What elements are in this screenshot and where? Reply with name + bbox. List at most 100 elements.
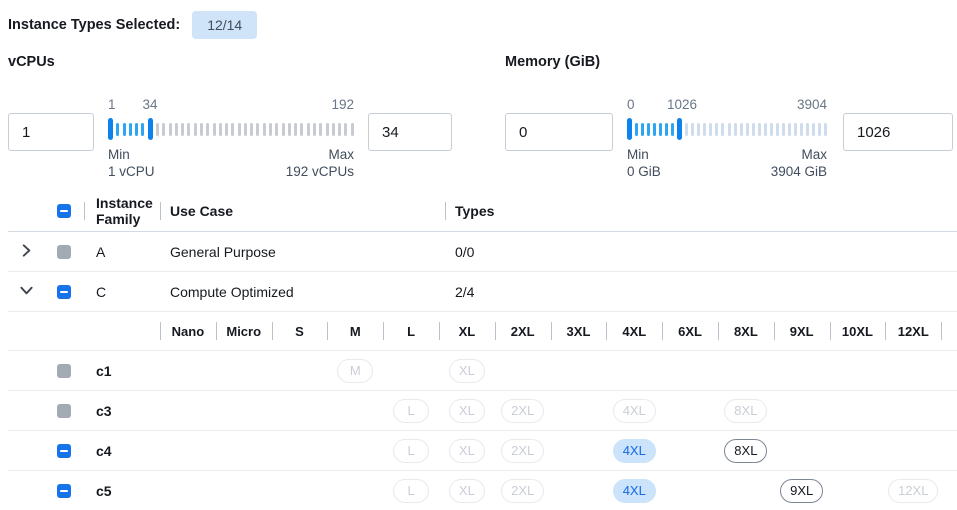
size-column-label: M xyxy=(349,323,361,339)
size-cell xyxy=(830,471,886,510)
size-cell xyxy=(551,351,607,390)
size-column-header: S xyxy=(272,312,328,350)
types-count-cell: 0/0 xyxy=(445,232,957,271)
size-cell: XL xyxy=(439,351,495,390)
size-cell: XL xyxy=(439,391,495,430)
chevron-down-icon[interactable] xyxy=(19,283,34,301)
slider-tick xyxy=(162,122,166,136)
selection-summary-bar: Instance Types Selected: 12/14 xyxy=(0,0,957,40)
memory-slider-minmax: Min 0 GiB Max 3904 GiB xyxy=(627,146,827,180)
slider-tick xyxy=(781,122,785,136)
slider-tick xyxy=(344,122,348,136)
slider-tick xyxy=(703,122,707,136)
use-case-cell: Compute Optimized xyxy=(160,272,445,311)
selected-count-badge: 12/14 xyxy=(192,11,258,39)
slider-tick xyxy=(181,122,185,136)
size-cell xyxy=(272,391,328,430)
slider-min-handle[interactable] xyxy=(108,118,113,140)
size-pill-9xl[interactable]: 9XL xyxy=(780,478,824,503)
memory-scale-current-label: 1026 xyxy=(666,97,698,112)
size-cell xyxy=(830,431,886,470)
memory-slider-track[interactable] xyxy=(627,117,827,141)
size-column-header: Nano xyxy=(160,312,216,350)
size-pill-2xl: 2XL xyxy=(501,398,545,423)
slider-tick xyxy=(281,122,285,136)
size-column-label: 2XL xyxy=(510,323,535,339)
slider-min-handle[interactable] xyxy=(627,118,632,140)
expand-toggle-cell xyxy=(8,272,44,311)
size-column-header: 4XL xyxy=(606,312,662,350)
vcpus-filter: vCPUs 1 34 192 Min 1 vCPU Max 192 xyxy=(8,40,452,180)
size-cell xyxy=(662,431,718,470)
size-cell xyxy=(216,431,272,470)
memory-slider: 0 1026 3904 Min 0 GiB Max 3904 GiB xyxy=(627,97,827,180)
slider-tick-filled xyxy=(653,122,657,136)
table-header-row: Instance Family Use Case Types xyxy=(8,190,957,232)
vcpus-slider-track[interactable] xyxy=(108,117,354,141)
vcpus-scale-max-label: 192 xyxy=(331,97,354,112)
vcpus-min-label: Min xyxy=(108,147,130,162)
size-pill-4xl[interactable]: 4XL xyxy=(612,478,656,503)
size-column-label: S xyxy=(295,323,304,339)
size-pill-8xl[interactable]: 8XL xyxy=(724,438,768,463)
size-column-header: 9XL xyxy=(774,312,830,350)
slider-tick xyxy=(350,122,354,136)
family-row: A General Purpose 0/0 xyxy=(8,232,957,272)
slider-tick xyxy=(817,122,821,136)
size-column-label: XL xyxy=(458,323,476,339)
slider-tick xyxy=(218,122,222,136)
memory-max-input[interactable] xyxy=(843,113,953,151)
size-cell xyxy=(327,391,383,430)
slider-tick xyxy=(300,122,304,136)
instance-row: c1 M XL xyxy=(8,351,957,391)
slider-tick xyxy=(168,122,172,136)
memory-filter-title: Memory (GiB) xyxy=(505,54,601,70)
slider-tick xyxy=(243,122,247,136)
slider-tick xyxy=(237,122,241,136)
slider-tick xyxy=(313,122,316,136)
vcpus-slider-scale: 1 34 192 xyxy=(108,97,354,113)
memory-min-input[interactable] xyxy=(505,113,613,151)
size-cell: 4XL xyxy=(606,471,662,510)
slider-max-handle[interactable] xyxy=(147,118,153,140)
select-all-checkbox[interactable] xyxy=(57,203,71,218)
size-column-header: XL xyxy=(439,312,495,350)
instance-name-cell: c5 xyxy=(84,471,160,510)
slider-tick-filled xyxy=(122,122,126,136)
indeterminate-checkbox[interactable] xyxy=(57,284,71,299)
size-cell xyxy=(160,391,216,430)
indeterminate-checkbox[interactable] xyxy=(57,443,71,458)
indeterminate-checkbox[interactable] xyxy=(57,483,71,498)
size-pill-4xl[interactable]: 4XL xyxy=(612,438,656,463)
instance-row: c5 L XL 2XL 4XL 9XL 12XL xyxy=(8,471,957,510)
size-cell: L xyxy=(383,431,439,470)
vcpus-max-input[interactable] xyxy=(368,113,452,151)
size-pill-12xl: 12XL xyxy=(888,478,939,503)
slider-tick xyxy=(287,122,291,136)
size-pill-l: L xyxy=(393,438,430,463)
slider-tick xyxy=(187,122,191,136)
slider-tick xyxy=(721,122,725,136)
size-cell xyxy=(216,391,272,430)
instance-name-cell: c1 xyxy=(84,351,160,390)
size-cell xyxy=(216,471,272,510)
chevron-right-icon[interactable] xyxy=(19,243,34,261)
column-header-use-case: Use Case xyxy=(170,202,234,219)
slider-tick xyxy=(751,122,755,136)
size-cell xyxy=(272,471,328,510)
instance-name: c5 xyxy=(96,482,112,499)
size-cell: 9XL xyxy=(774,471,830,510)
vcpus-min-input[interactable] xyxy=(8,113,94,151)
slider-tick xyxy=(775,122,779,136)
slider-tick-filled xyxy=(116,122,120,136)
slider-tick xyxy=(691,122,695,136)
indeterminate-minus-icon xyxy=(60,290,68,293)
slider-tick xyxy=(174,122,178,136)
size-cell xyxy=(551,431,607,470)
size-cell xyxy=(606,351,662,390)
size-column-header: 8XL xyxy=(718,312,774,350)
vcpus-slider: 1 34 192 Min 1 vCPU Max 192 vCPUs xyxy=(108,97,354,180)
slider-max-handle[interactable] xyxy=(677,118,683,140)
slider-tick xyxy=(231,122,235,136)
slider-tick xyxy=(256,122,260,136)
